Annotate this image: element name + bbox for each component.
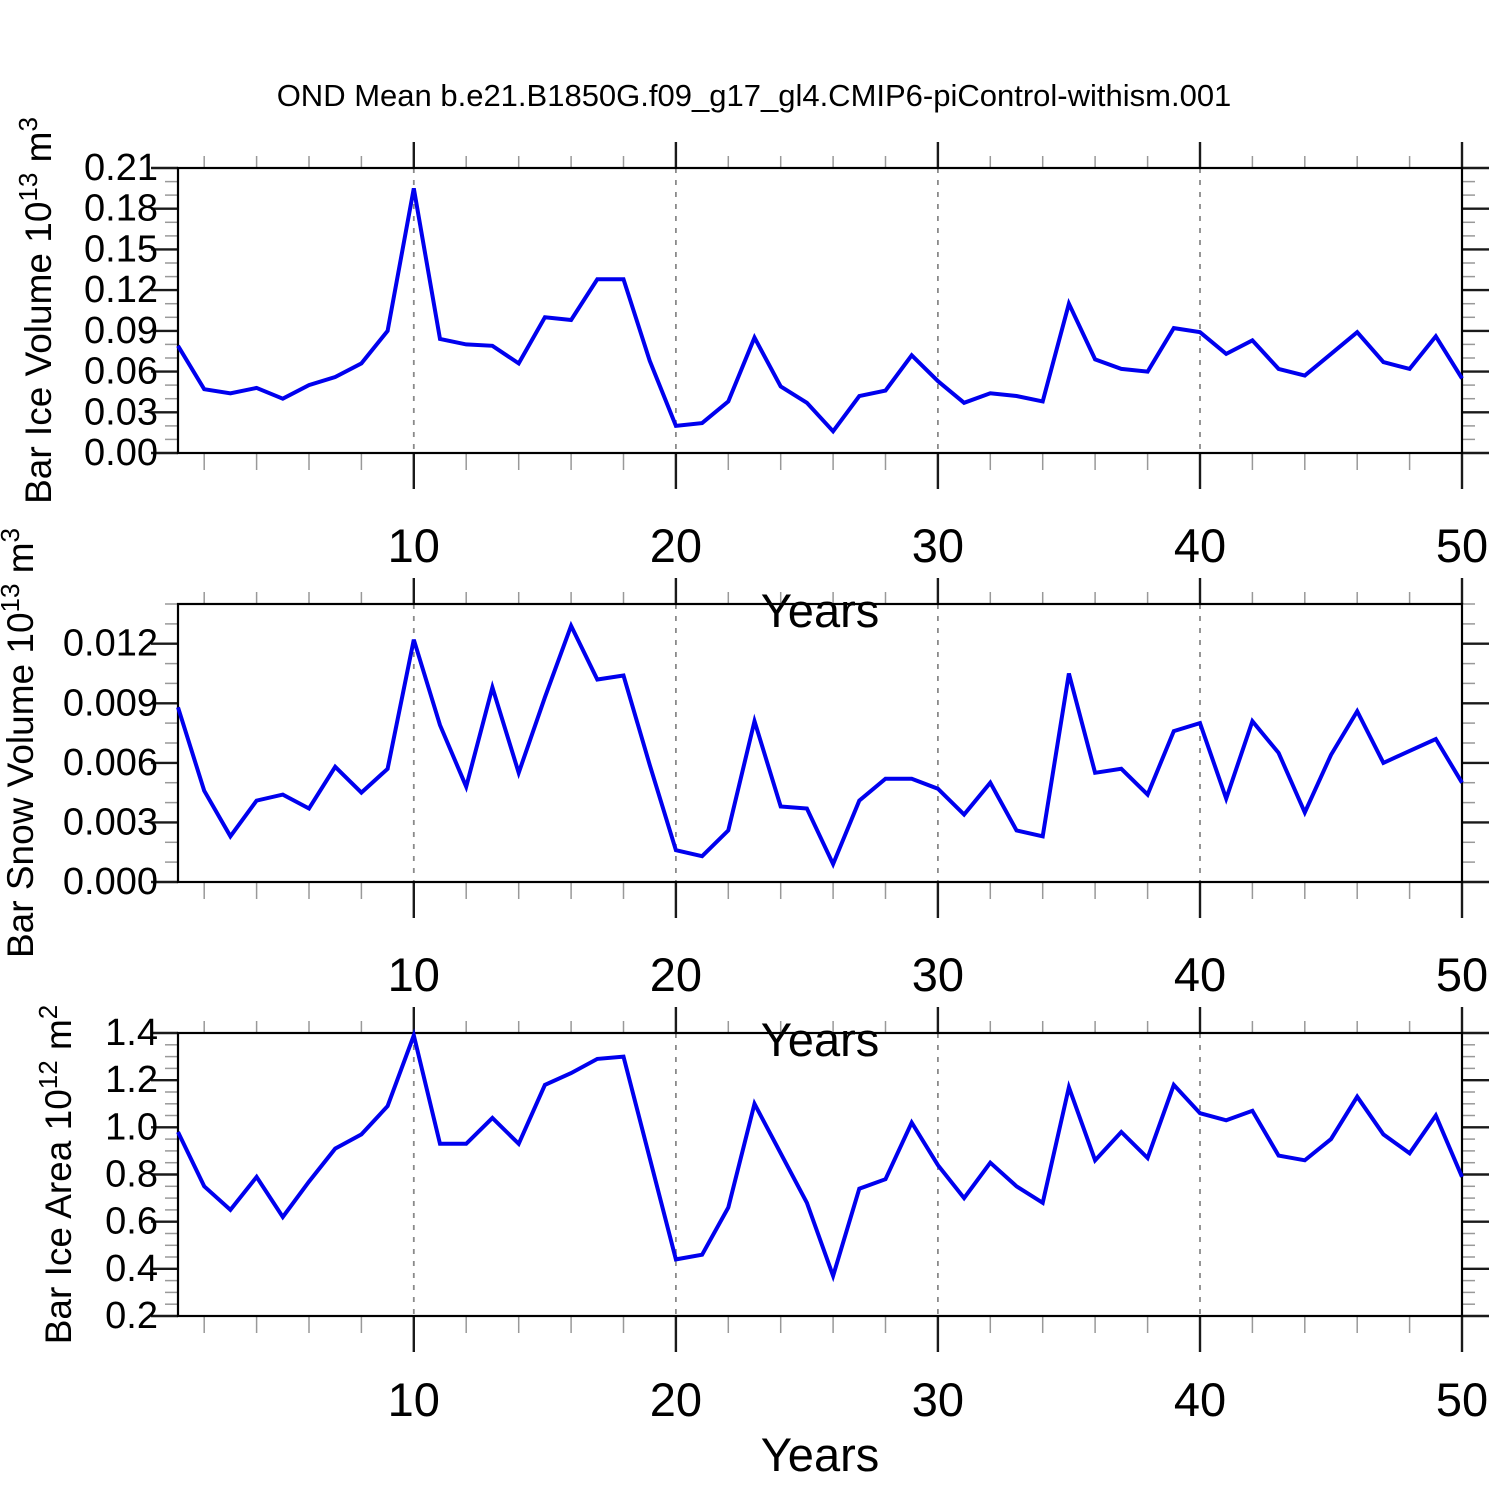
y-tick-label: 0.15 xyxy=(84,228,158,270)
y-tick-label: 0.003 xyxy=(63,801,158,843)
y-tick-label: 0.03 xyxy=(84,391,158,433)
data-line xyxy=(176,1028,1464,1283)
y-tick-label: 0.12 xyxy=(84,269,158,311)
x-tick-label: 50 xyxy=(1436,948,1488,1001)
y-tick-label: 1.2 xyxy=(105,1059,158,1101)
y-tick-label: 0.21 xyxy=(84,147,158,189)
x-tick-label: 50 xyxy=(1436,519,1488,572)
y-tick-label: 0.00 xyxy=(84,432,158,474)
x-tick-label: 20 xyxy=(650,519,702,572)
x-tick-label: 50 xyxy=(1436,1373,1488,1426)
y-axis-label: Bar Ice Volume 1013 m3 xyxy=(13,117,59,504)
plot-frame xyxy=(176,1031,1464,1318)
figure-title: OND Mean b.e21.B1850G.f09_g17_gl4.CMIP6-… xyxy=(276,78,1232,113)
x-axis-label: Years xyxy=(761,1013,879,1066)
chart-3: 0.2 0.4 0.6 0.8 1.0 1.2 1.4 10 20 30 40 50 Years Bar … xyxy=(33,1005,1489,1481)
x-axis-label: Years xyxy=(761,584,879,637)
y-axis-label: Bar Snow Volume 1013 m3 xyxy=(0,528,41,958)
y-tick-label: 0.2 xyxy=(105,1295,158,1337)
plot-frame xyxy=(176,166,1464,455)
y-tick-label: 1.0 xyxy=(105,1106,158,1148)
x-tick-label: 40 xyxy=(1174,1373,1226,1426)
y-tick-label: 0.06 xyxy=(84,351,158,393)
x-tick-label: 40 xyxy=(1174,519,1226,572)
y-tick-label: 0.4 xyxy=(105,1248,158,1290)
y-tick-label: 0.006 xyxy=(63,742,158,784)
x-tick-label: 40 xyxy=(1174,948,1226,1001)
y-tick-label: 0.09 xyxy=(84,310,158,352)
data-line xyxy=(176,620,1464,870)
chart-2: 0.000 0.003 0.006 0.009 0.012 10 20 30 40 50 Years… xyxy=(0,528,1489,1066)
x-tick-label: 10 xyxy=(388,1373,440,1426)
y-tick-label: 0.012 xyxy=(63,623,158,665)
data-line xyxy=(176,188,1464,435)
y-tick-label: 1.4 xyxy=(105,1012,158,1054)
x-tick-label: 10 xyxy=(388,519,440,572)
y-tick-label: 0.8 xyxy=(105,1154,158,1196)
x-tick-label: 20 xyxy=(650,948,702,1001)
chart-1: 0.000.030.060.090.120.150.180.21 10 20 30 40… xyxy=(13,117,1489,637)
x-tick-label: 30 xyxy=(912,948,964,1001)
x-axis-label: Years xyxy=(761,1428,879,1481)
x-tick-label: 20 xyxy=(650,1373,702,1426)
y-tick-label: 0.009 xyxy=(63,682,158,724)
y-axis-label: Bar Ice Area 1012 m2 xyxy=(33,1005,79,1345)
x-tick-label: 10 xyxy=(388,948,440,1001)
y-tick-label: 0.000 xyxy=(63,861,158,903)
plot-frame xyxy=(176,602,1464,884)
x-tick-label: 30 xyxy=(912,1373,964,1426)
x-tick-label: 30 xyxy=(912,519,964,572)
y-tick-label: 0.6 xyxy=(105,1201,158,1243)
y-tick-label: 0.18 xyxy=(84,188,158,230)
